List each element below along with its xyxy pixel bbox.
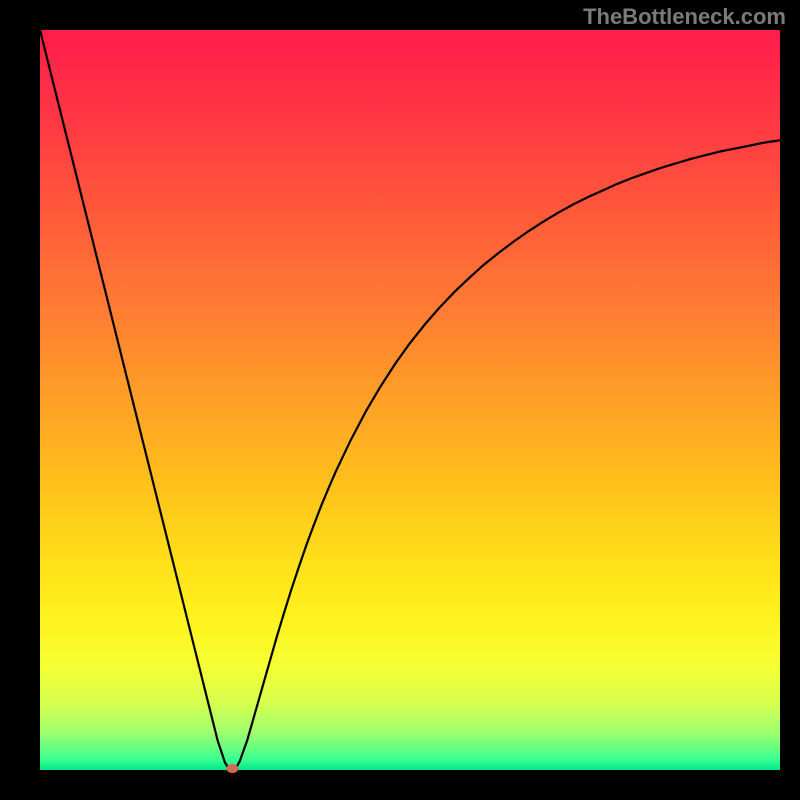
plot-background <box>40 30 780 770</box>
bottleneck-chart <box>0 0 800 800</box>
optimal-point-marker <box>226 764 238 773</box>
chart-container: TheBottleneck.com <box>0 0 800 800</box>
watermark-text: TheBottleneck.com <box>583 4 786 30</box>
